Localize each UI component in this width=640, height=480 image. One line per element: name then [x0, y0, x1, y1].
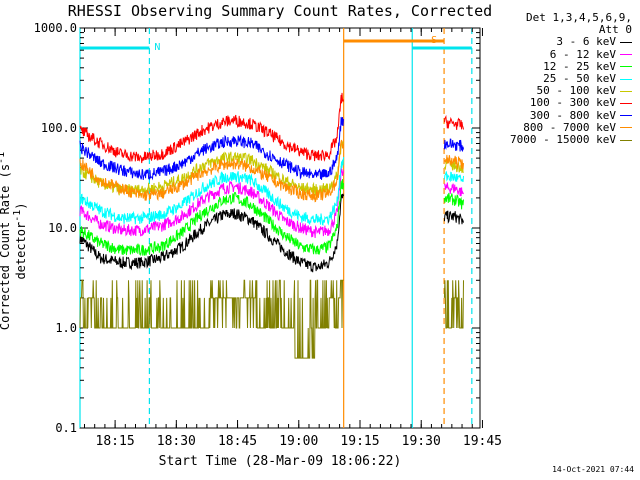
- legend-item: 25 - 50 keV: [484, 72, 632, 86]
- series-line-7000-15000keV: [79, 279, 464, 359]
- legend-item: 800 - 7000 keV: [484, 120, 632, 134]
- series-line-6-12keV: [79, 165, 464, 239]
- series-line-300-800keV: [79, 116, 464, 181]
- legend-swatch: [620, 103, 632, 105]
- legend-swatch: [620, 139, 632, 141]
- legend-item: 12 - 25 keV: [484, 59, 632, 73]
- legend-label: 3 - 6 keV: [556, 35, 616, 49]
- x-axis-label: Start Time (28-Mar-09 18:06:22): [158, 454, 402, 469]
- legend-label: 50 - 100 keV: [536, 84, 616, 98]
- legend: Det 1,3,4,5,6,9, Att 0 3 - 6 keV 6 - 12 k…: [484, 11, 632, 146]
- legend-detectors: Det 1,3,4,5,6,9,: [526, 11, 632, 24]
- legend-item: 300 - 800 keV: [484, 108, 632, 122]
- legend-swatch: [620, 42, 632, 43]
- y-axis-label-sup: -1: [0, 151, 7, 164]
- timestamp: 14-Oct-2021 07:44: [552, 465, 634, 474]
- y-tick-label-1: 1.0: [55, 321, 77, 335]
- x-tick-label-4: 19:15: [340, 434, 379, 449]
- series-line-800-7000keV: [79, 139, 464, 203]
- legend-swatch: [620, 127, 632, 129]
- legend-swatch: [620, 115, 632, 117]
- legend-item: 7000 - 15000 keV: [484, 133, 632, 147]
- y-axis-label-sup-2: -1: [12, 209, 23, 222]
- series-line-100-300keV: [79, 92, 464, 164]
- series-line-25-50keV: [79, 156, 464, 226]
- chart-title: RHESSI Observing Summary Count Rates, Co…: [67, 2, 493, 20]
- y-axis-label: Corrected Count Rate (s-1 detector-1): [0, 131, 28, 351]
- y-axis-label-end: ): [14, 202, 28, 210]
- legend-swatch: [620, 66, 632, 68]
- x-tick-label-0: 18:15: [96, 434, 135, 449]
- y-axis-label-mid: detector: [14, 221, 28, 280]
- legend-label: 7000 - 15000 keV: [510, 133, 616, 147]
- flag-label-S: S: [431, 35, 437, 46]
- legend-label: 300 - 800 keV: [529, 108, 616, 122]
- x-tick-label-2: 18:45: [218, 434, 257, 449]
- y-axis-label-base: Corrected Count Rate (s: [0, 163, 12, 331]
- series-line-50-100keV: [79, 140, 464, 197]
- legend-item: 6 - 12 keV: [484, 47, 632, 61]
- legend-label: 12 - 25 keV: [543, 59, 616, 73]
- x-tick-label-1: 18:30: [157, 434, 196, 449]
- legend-item: 100 - 300 keV: [484, 97, 632, 109]
- x-tick-label-5: 19:30: [402, 434, 441, 449]
- flag-label-N: N: [154, 42, 160, 53]
- series-line-3-6keV: [79, 193, 464, 273]
- legend-attenuator: Att 0: [598, 23, 632, 37]
- series-line-12-25keV: [79, 179, 464, 257]
- legend-item: 50 - 100 keV: [484, 85, 632, 97]
- legend-label: 800 - 7000 keV: [523, 120, 616, 134]
- y-tick-label-4: 1000.0: [34, 21, 77, 35]
- legend-label: 100 - 300 keV: [529, 96, 616, 110]
- x-tick-label-6: 19:45: [463, 434, 502, 449]
- y-tick-label-0: 0.1: [55, 421, 77, 435]
- legend-swatch: [620, 78, 632, 80]
- legend-swatch: [620, 90, 632, 92]
- legend-label: 25 - 50 keV: [543, 72, 616, 86]
- legend-items: 3 - 6 keV 6 - 12 keV 12 - 25 keV 25 - 50 ke…: [484, 36, 632, 146]
- legend-item: 3 - 6 keV: [484, 36, 632, 48]
- y-tick-label-3: 100.0: [41, 121, 77, 135]
- y-tick-label-2: 10.0: [48, 221, 77, 235]
- legend-label: 6 - 12 keV: [549, 47, 616, 61]
- x-tick-label-3: 19:00: [279, 434, 318, 449]
- legend-swatch: [620, 54, 632, 56]
